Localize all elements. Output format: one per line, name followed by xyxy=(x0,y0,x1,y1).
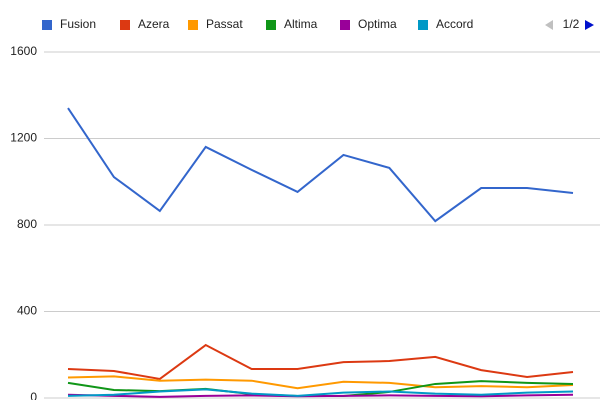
legend-label: Azera xyxy=(138,17,170,31)
y-tick-label: 400 xyxy=(17,304,37,318)
legend-next-arrow[interactable] xyxy=(585,20,594,30)
legend-label: Optima xyxy=(358,17,397,31)
series-line xyxy=(67,388,574,397)
series-line xyxy=(67,343,574,381)
legend-swatch xyxy=(188,20,198,30)
legend-prev-arrow[interactable] xyxy=(545,20,553,30)
legend-page: 1/2 xyxy=(563,17,580,31)
legend-label: Accord xyxy=(436,17,473,31)
legend-label: Altima xyxy=(284,17,318,31)
series-line xyxy=(67,393,574,398)
legend: Fusion Azera Passat Altima Optima Accord xyxy=(42,17,473,31)
legend-swatch xyxy=(340,20,350,30)
y-tick-label: 0 xyxy=(30,390,37,400)
legend-swatch xyxy=(42,20,52,30)
y-tick-label: 1600 xyxy=(10,44,37,58)
series-line xyxy=(67,375,574,390)
legend-label: Fusion xyxy=(60,17,96,31)
legend-swatch xyxy=(266,20,276,30)
legend-swatch xyxy=(120,20,130,30)
y-tick-label: 800 xyxy=(17,217,37,231)
legend-label: Passat xyxy=(206,17,243,31)
series-line xyxy=(67,107,574,223)
y-tick-label: 1200 xyxy=(10,131,37,145)
legend-swatch xyxy=(418,20,428,30)
